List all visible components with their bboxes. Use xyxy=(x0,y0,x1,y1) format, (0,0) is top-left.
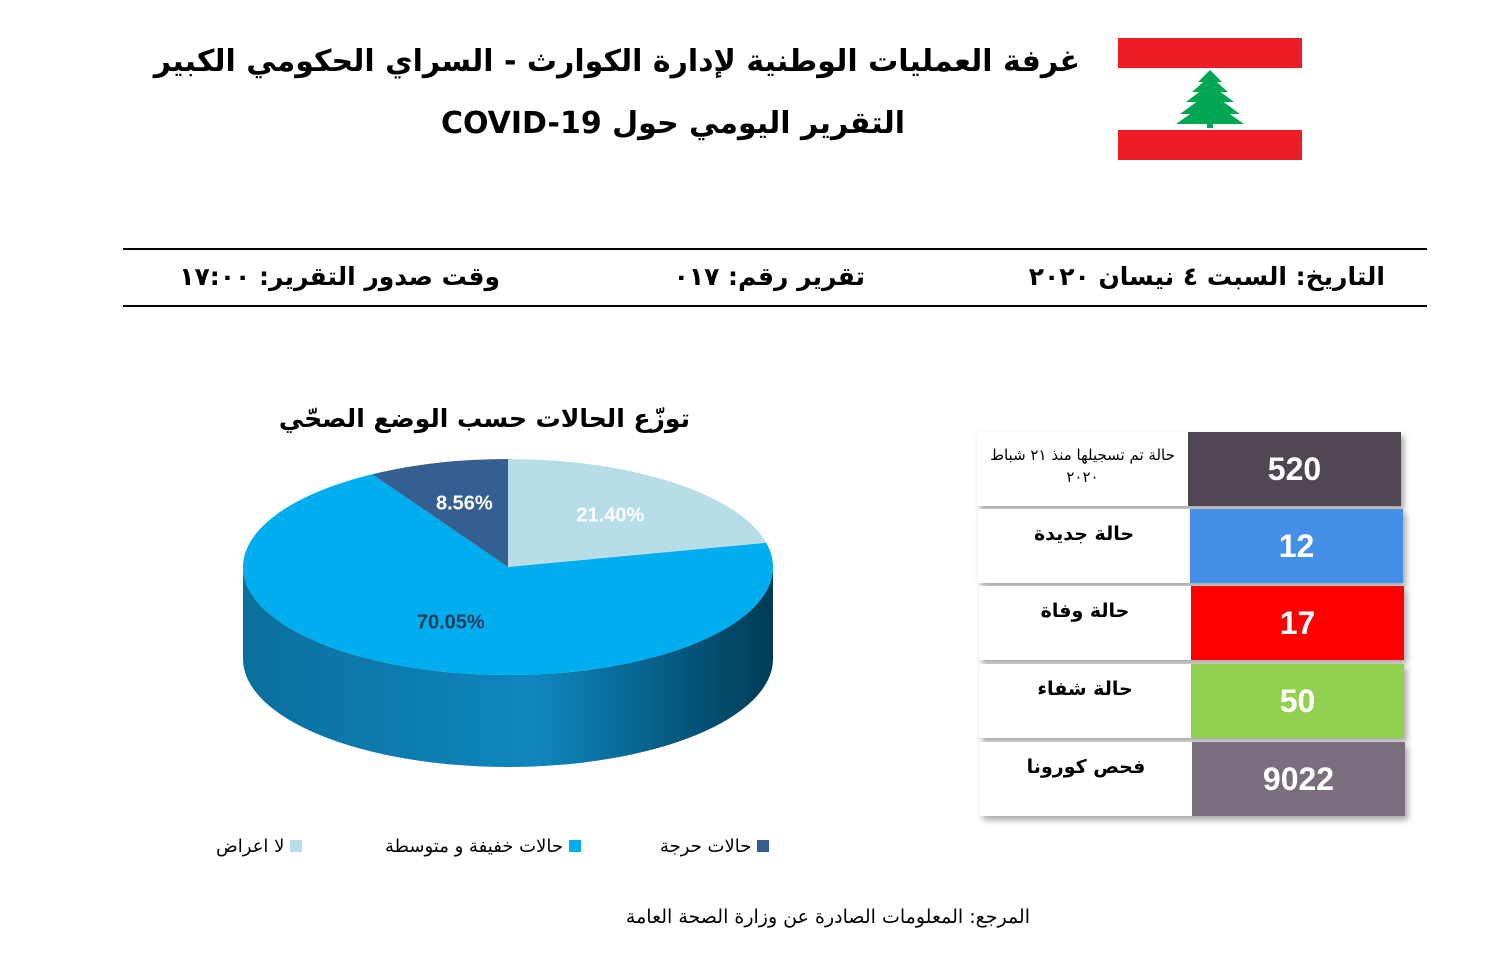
legend-swatch-no-symptoms xyxy=(290,840,303,852)
report-date: التاريخ: السبت ٤ نيسان ٢٠٢٠ xyxy=(1028,262,1385,291)
pie-slice-no-symptoms xyxy=(508,459,767,567)
pie-label-mild-moderate: 70.05% xyxy=(417,612,485,634)
chart-title: توزّع الحالات حسب الوضع الصحّي xyxy=(278,404,690,433)
stat-row-total: حالة تم تسجيلها منذ ٢١ شباط ٢٠٢٠ 520 xyxy=(977,432,1401,506)
stat-value-deaths: 17 xyxy=(1191,586,1404,660)
pie-slice-mild-moderate xyxy=(243,474,773,675)
stat-row-deaths: حالة وفاة 17 xyxy=(979,586,1404,660)
legend-item-no-symptoms: لا اعراض xyxy=(216,832,303,860)
stat-row-recovered: حالة شفاء 50 xyxy=(979,664,1404,738)
legend-swatch-mild xyxy=(568,840,581,852)
pie-label-no-symptoms: 21.40% xyxy=(576,505,644,527)
stat-label-recovered: حالة شفاء xyxy=(979,664,1191,738)
health-status-pie-chart: 21.40% 70.05% 8.56% xyxy=(243,459,773,767)
pie-label-critical: 8.56% xyxy=(436,492,493,514)
legend-label-critical: حالات حرجة xyxy=(660,835,752,857)
stat-value-total: 520 xyxy=(1188,432,1401,506)
stat-value-tests: 9022 xyxy=(1192,742,1405,816)
stat-row-tests: فحص كورونا 9022 xyxy=(980,742,1405,816)
stat-label-tests: فحص كورونا xyxy=(980,742,1192,816)
report-number: تقرير رقم: ٠١٧ xyxy=(673,262,865,291)
pie-slice-critical xyxy=(372,459,508,567)
lebanon-flag-icon xyxy=(1118,38,1302,160)
legend-item-mild: حالات خفيفة و متوسطة xyxy=(385,832,581,860)
legend-label-no-symptoms: لا اعراض xyxy=(216,835,285,857)
top-divider xyxy=(123,248,1427,250)
legend-label-mild: حالات خفيفة و متوسطة xyxy=(385,835,563,857)
stat-value-recovered: 50 xyxy=(1191,664,1404,738)
report-title: غرفة العمليات الوطنية لإدارة الكوارث - ا… xyxy=(153,44,1080,79)
stat-row-new: حالة جديدة 12 xyxy=(978,509,1403,583)
pie-side-face xyxy=(243,567,773,767)
report-subtitle: التقرير اليومي حول COVID-19 xyxy=(440,106,905,141)
bottom-divider xyxy=(123,305,1427,307)
legend-swatch-critical xyxy=(757,840,770,852)
stat-label-deaths: حالة وفاة xyxy=(979,586,1191,660)
stat-label-new: حالة جديدة xyxy=(978,509,1190,583)
stat-label-total: حالة تم تسجيلها منذ ٢١ شباط ٢٠٢٠ xyxy=(977,432,1188,506)
report-issue-time: وقت صدور التقرير: ١٧:٠٠ xyxy=(179,262,500,291)
stat-value-new: 12 xyxy=(1190,509,1403,583)
legend-item-critical: حالات حرجة xyxy=(660,832,770,860)
source-note: المرجع: المعلومات الصادرة عن وزارة الصحة… xyxy=(625,906,1030,928)
